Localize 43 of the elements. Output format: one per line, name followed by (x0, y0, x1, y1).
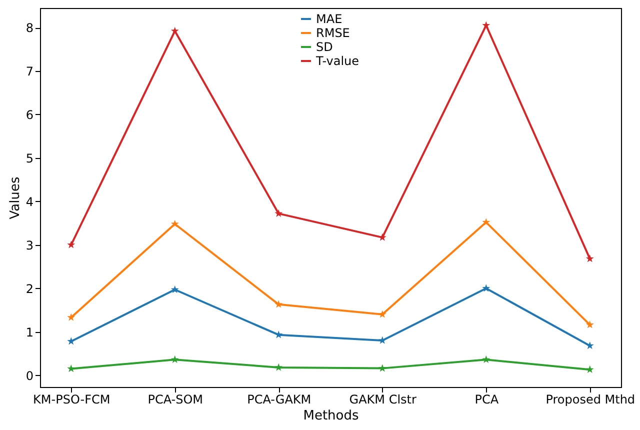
legend-label: SD (316, 40, 333, 54)
point (586, 365, 594, 373)
point (67, 313, 76, 321)
x-tick-label: Proposed Mthd (546, 392, 636, 406)
y-tick-label: 2 (26, 282, 34, 296)
point (482, 284, 490, 292)
y-tick-label: 3 (26, 238, 34, 252)
point (170, 355, 179, 363)
legend-label: MAE (316, 12, 342, 26)
y-tick-label: 7 (26, 64, 34, 79)
point (274, 209, 283, 217)
y-tick-label: 6 (26, 108, 34, 122)
y-tick-label: 4 (26, 194, 34, 209)
point (482, 21, 490, 29)
x-tick-label: PCA (474, 392, 500, 406)
point (67, 337, 76, 345)
y-tick-label: 5 (26, 151, 34, 166)
point (274, 363, 283, 371)
x-tick-label: KM-PSO-FCM (33, 392, 110, 406)
legend-label: RMSE (316, 26, 350, 40)
point (482, 218, 490, 226)
x-axis-title: Methods (303, 408, 359, 424)
point (170, 220, 179, 228)
legend-label: T-value (315, 54, 360, 68)
x-tick-label: GAKM Clstr (349, 392, 417, 406)
point (170, 285, 179, 294)
x-tick-label: PCA-SOM (148, 392, 204, 406)
point (170, 26, 179, 34)
y-tick-label: 8 (26, 21, 34, 36)
y-tick-label: 1 (26, 325, 34, 340)
x-tick-label: PCA-GAKM (247, 392, 312, 406)
point (274, 300, 283, 308)
point (586, 342, 594, 350)
point (67, 364, 76, 372)
point (378, 310, 386, 318)
point (378, 364, 386, 372)
point (586, 254, 594, 262)
y-tick-label: 0 (26, 368, 34, 383)
point (67, 240, 76, 248)
point (378, 336, 386, 344)
y-axis-title: Values (8, 176, 23, 220)
point (482, 355, 490, 363)
point (586, 320, 594, 328)
